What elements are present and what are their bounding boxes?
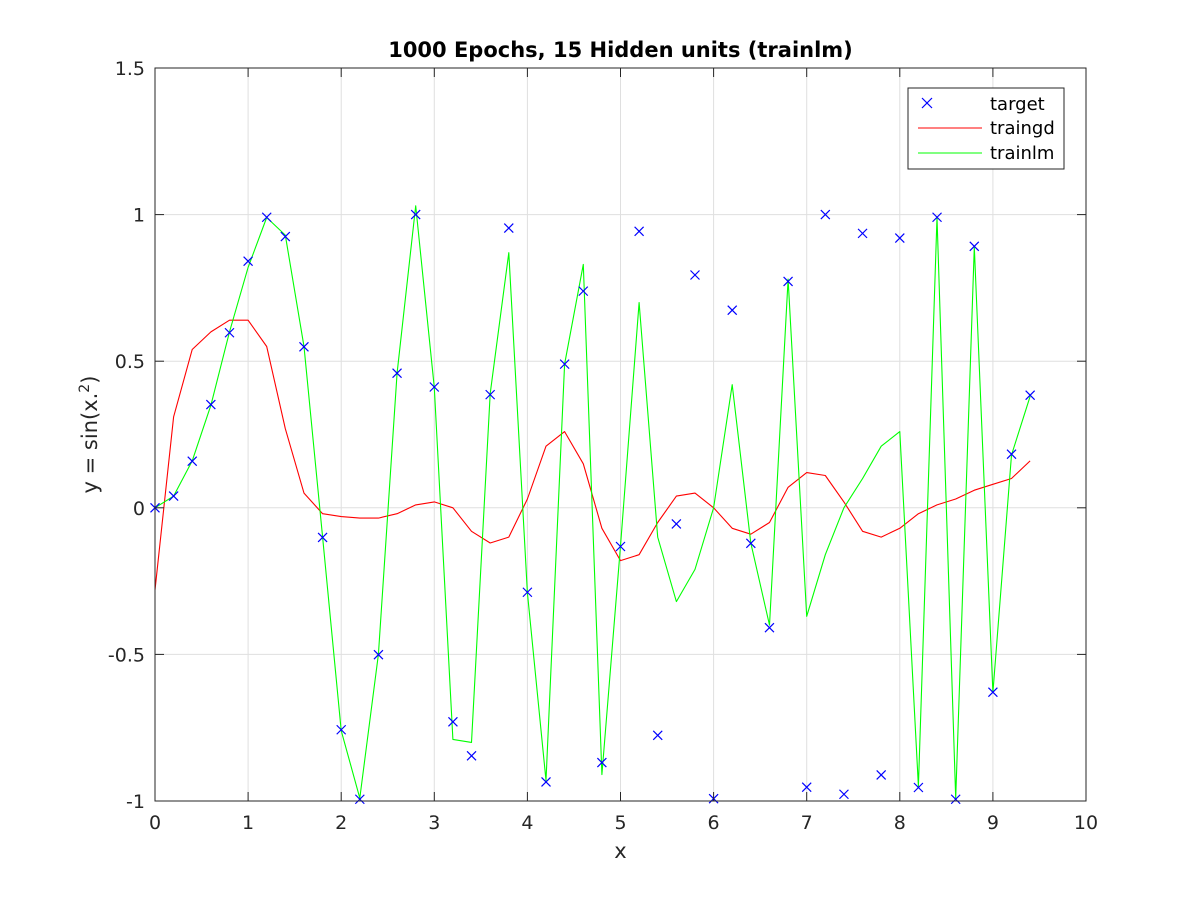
series-line-traingd: [154, 319, 1031, 590]
data-point-target: [820, 209, 831, 220]
data-point-target: [336, 724, 347, 735]
x-tick-label: 7: [801, 812, 813, 834]
data-point-target: [615, 541, 626, 552]
legend: target traingd trainlm: [907, 87, 1065, 170]
data-point-target: [764, 622, 775, 633]
data-point-target: [447, 716, 458, 727]
data-point-target: [205, 399, 216, 410]
y-tick-label: 0.5: [115, 351, 145, 373]
data-point-target: [541, 777, 551, 787]
y-axis-label-superscript: 2: [77, 384, 93, 393]
data-point-target: [187, 456, 198, 467]
x-tick-label: 2: [335, 812, 347, 834]
chart-title: 1000 Epochs, 15 Hidden units (trainlm): [388, 38, 853, 62]
data-point-target: [690, 270, 700, 280]
data-point-target: [745, 538, 756, 549]
data-point-target: [932, 212, 942, 223]
data-point-target: [1006, 449, 1017, 460]
data-point-target: [354, 794, 365, 805]
series-markers-target: [150, 209, 1036, 805]
data-point-target: [466, 750, 477, 761]
y-axis-label-tail: ): [78, 376, 102, 384]
data-point-target: [727, 305, 738, 316]
series-line-trainlm: [154, 205, 1031, 799]
data-point-target: [634, 226, 645, 237]
data-point-target: [522, 587, 533, 598]
x-tick-label: 4: [521, 812, 533, 834]
ticks: 0 1 2 3 4 5 6 7 8 9 10 -1 -0.5 0 0.5 1 1.5: [108, 58, 1098, 834]
legend-entry-trainlm: trainlm: [918, 143, 1054, 164]
y-axis-label: y = sin(x.2): [77, 376, 102, 494]
data-point-target: [392, 368, 402, 379]
data-point-target: [913, 782, 924, 793]
data-point-target: [429, 382, 440, 392]
y-tick-label: -1: [126, 791, 145, 813]
data-point-target: [652, 730, 663, 741]
y-tick-label: 0: [133, 498, 145, 520]
legend-label-trainlm: trainlm: [990, 143, 1054, 164]
data-point-target: [801, 782, 812, 793]
data-point-target: [969, 241, 980, 252]
data-point-target: [783, 276, 794, 287]
data-point-target: [578, 286, 589, 297]
data-point-target: [317, 532, 328, 543]
x-tick-label: 0: [149, 812, 161, 834]
data-point-target: [839, 789, 849, 800]
data-point-target: [373, 649, 384, 660]
x-tick-label: 6: [708, 812, 720, 834]
x-tick-label: 8: [894, 812, 906, 834]
data-point-target: [503, 223, 514, 234]
data-point-target: [1025, 390, 1036, 401]
data-point-target: [596, 757, 607, 768]
legend-entry-traingd: traingd: [918, 118, 1055, 139]
legend-label-traingd: traingd: [990, 118, 1055, 139]
data-point-target: [410, 209, 421, 220]
y-tick-label: 1: [133, 205, 145, 227]
data-point-target: [485, 389, 496, 400]
data-point-target: [168, 491, 179, 501]
data-point-target: [894, 233, 905, 243]
data-point-target: [876, 769, 887, 780]
data-point-target: [987, 687, 998, 698]
data-point-target: [261, 212, 272, 223]
legend-entry-target: target: [921, 94, 1045, 115]
data-point-target: [299, 341, 309, 352]
x-tick-label: 3: [428, 812, 440, 834]
legend-label-target: target: [990, 94, 1045, 115]
x-tick-label: 10: [1074, 812, 1098, 834]
x-tick-label: 1: [242, 812, 254, 834]
x-tick-label: 9: [987, 812, 999, 834]
data-point-target: [224, 327, 235, 338]
data-point-target: [950, 794, 961, 805]
x-tick-label: 5: [614, 812, 626, 834]
x-axis-label: x: [614, 839, 626, 863]
y-tick-label: -0.5: [108, 644, 145, 666]
y-axis-label-base: y = sin(x.: [78, 393, 102, 494]
data-point-target: [671, 519, 682, 529]
data-point-target: [243, 256, 254, 267]
data-point-target: [857, 228, 868, 239]
data-point-target: [280, 231, 291, 242]
data-point-target: [559, 359, 570, 370]
y-tick-label: 1.5: [115, 58, 145, 80]
series-layer: [150, 205, 1036, 805]
